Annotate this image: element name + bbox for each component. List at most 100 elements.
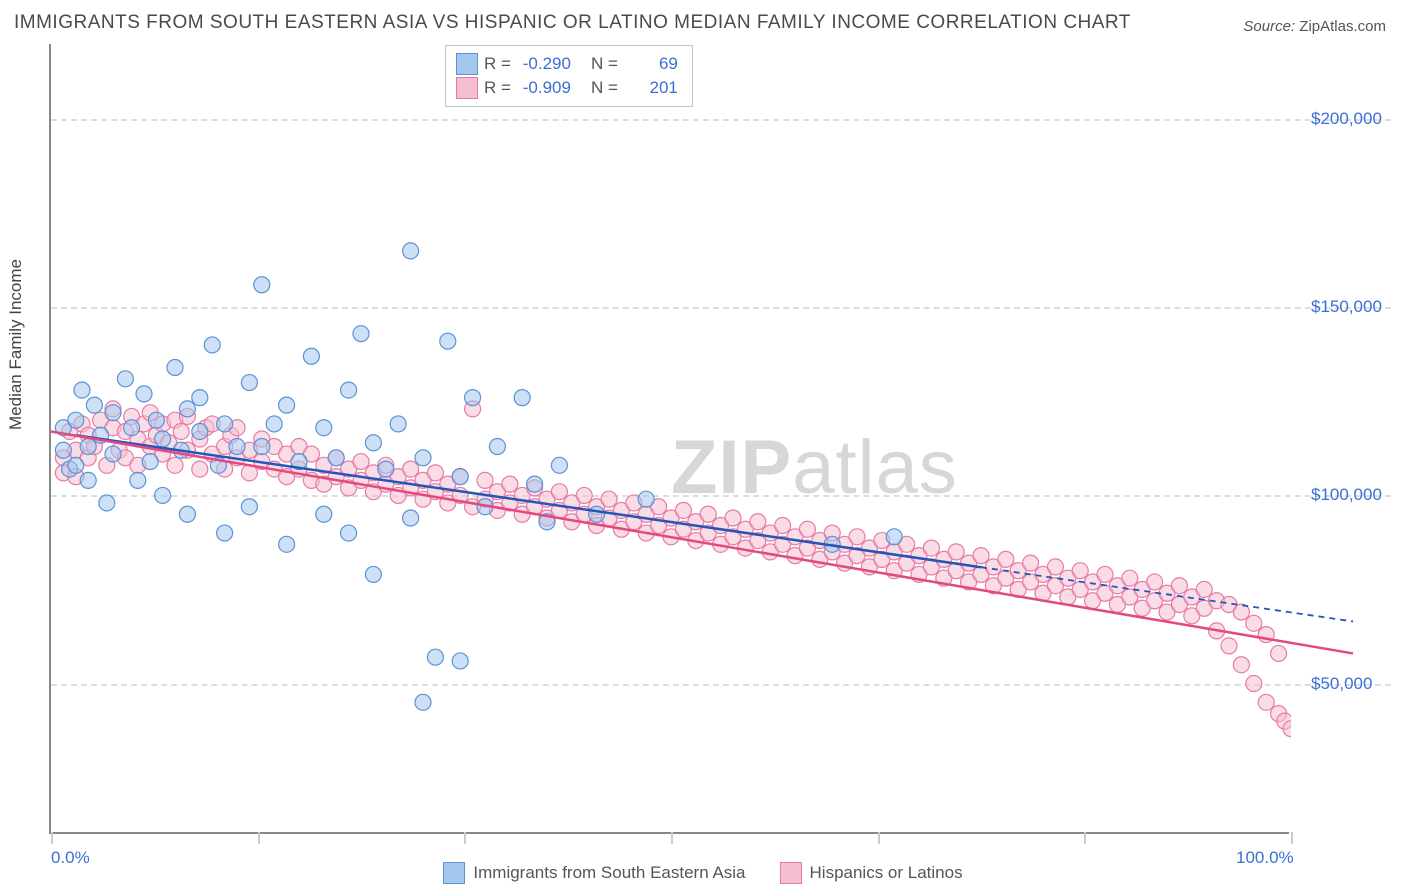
data-point xyxy=(279,536,295,552)
data-point xyxy=(93,427,109,443)
legend-bottom: Immigrants from South Eastern Asia Hispa… xyxy=(0,862,1406,884)
data-point xyxy=(775,518,791,534)
data-point xyxy=(514,390,530,406)
n-label: N = xyxy=(591,54,618,74)
swatch-series-0 xyxy=(456,53,478,75)
data-point xyxy=(173,423,189,439)
data-point xyxy=(390,416,406,432)
data-point xyxy=(217,416,233,432)
data-point xyxy=(341,382,357,398)
data-point xyxy=(477,499,493,515)
source-value: ZipAtlas.com xyxy=(1299,18,1386,35)
data-point xyxy=(148,412,164,428)
data-point xyxy=(68,412,84,428)
data-point xyxy=(353,454,369,470)
data-point xyxy=(1147,574,1163,590)
data-point xyxy=(403,243,419,259)
data-point xyxy=(241,499,257,515)
n-value-0: 69 xyxy=(624,54,678,74)
y-tick-label: $100,000 xyxy=(1311,485,1382,505)
data-point xyxy=(179,506,195,522)
data-point xyxy=(1023,555,1039,571)
data-point xyxy=(923,540,939,556)
data-point xyxy=(341,525,357,541)
data-point xyxy=(254,439,270,455)
data-point xyxy=(1271,645,1287,661)
data-point xyxy=(675,502,691,518)
data-point xyxy=(750,514,766,530)
data-point xyxy=(1258,627,1274,643)
legend-item-0: Immigrants from South Eastern Asia xyxy=(443,862,745,884)
legend-label-0: Immigrants from South Eastern Asia xyxy=(473,863,745,883)
data-point xyxy=(799,521,815,537)
data-point xyxy=(204,337,220,353)
r-value-1: -0.909 xyxy=(517,78,571,98)
data-point xyxy=(130,472,146,488)
data-point xyxy=(105,405,121,421)
data-point xyxy=(415,694,431,710)
data-point xyxy=(539,514,555,530)
data-point xyxy=(415,450,431,466)
data-point xyxy=(465,390,481,406)
data-point xyxy=(849,529,865,545)
data-point xyxy=(353,326,369,342)
data-point xyxy=(427,465,443,481)
data-point xyxy=(210,457,226,473)
data-point xyxy=(1209,623,1225,639)
data-point xyxy=(1097,566,1113,582)
data-point xyxy=(452,469,468,485)
legend-row-series-0: R = -0.290 N = 69 xyxy=(456,52,678,76)
data-point xyxy=(489,439,505,455)
data-point xyxy=(1258,694,1274,710)
data-point xyxy=(86,397,102,413)
swatch-series-1 xyxy=(780,862,802,884)
data-point xyxy=(824,536,840,552)
r-label: R = xyxy=(484,54,511,74)
data-point xyxy=(1122,570,1138,586)
data-point xyxy=(452,653,468,669)
y-tick-label: $200,000 xyxy=(1311,109,1382,129)
data-point xyxy=(328,450,344,466)
data-point xyxy=(229,439,245,455)
data-point xyxy=(527,476,543,492)
data-point xyxy=(192,461,208,477)
data-point xyxy=(279,397,295,413)
data-point xyxy=(1233,657,1249,673)
r-value-0: -0.290 xyxy=(517,54,571,74)
n-value-1: 201 xyxy=(624,78,678,98)
data-point xyxy=(1072,563,1088,579)
data-point xyxy=(477,472,493,488)
legend-row-series-1: R = -0.909 N = 201 xyxy=(456,76,678,100)
data-point xyxy=(68,457,84,473)
data-point xyxy=(403,510,419,526)
data-point xyxy=(1196,581,1212,597)
data-point xyxy=(266,416,282,432)
data-point xyxy=(192,390,208,406)
data-point xyxy=(551,484,567,500)
y-tick-label: $50,000 xyxy=(1311,674,1372,694)
data-point xyxy=(1171,578,1187,594)
data-point xyxy=(1221,638,1237,654)
data-point xyxy=(886,529,902,545)
r-label: R = xyxy=(484,78,511,98)
data-point xyxy=(1246,615,1262,631)
data-point xyxy=(241,465,257,481)
data-point xyxy=(378,461,394,477)
chart-plot-area: ZIPatlas $50,000$100,000$150,000$200,000… xyxy=(49,44,1289,834)
data-point xyxy=(440,333,456,349)
data-point xyxy=(576,487,592,503)
data-point xyxy=(136,386,152,402)
data-point xyxy=(1047,559,1063,575)
data-point xyxy=(155,431,171,447)
scatter-plot xyxy=(51,44,1291,834)
source-attribution: Source: ZipAtlas.com xyxy=(1243,18,1386,35)
data-point xyxy=(105,446,121,462)
data-point xyxy=(365,435,381,451)
swatch-series-1 xyxy=(456,77,478,99)
y-axis-title: Median Family Income xyxy=(6,259,26,430)
data-point xyxy=(173,442,189,458)
data-point xyxy=(80,472,96,488)
data-point xyxy=(725,510,741,526)
data-point xyxy=(155,487,171,503)
legend-label-1: Hispanics or Latinos xyxy=(810,863,963,883)
